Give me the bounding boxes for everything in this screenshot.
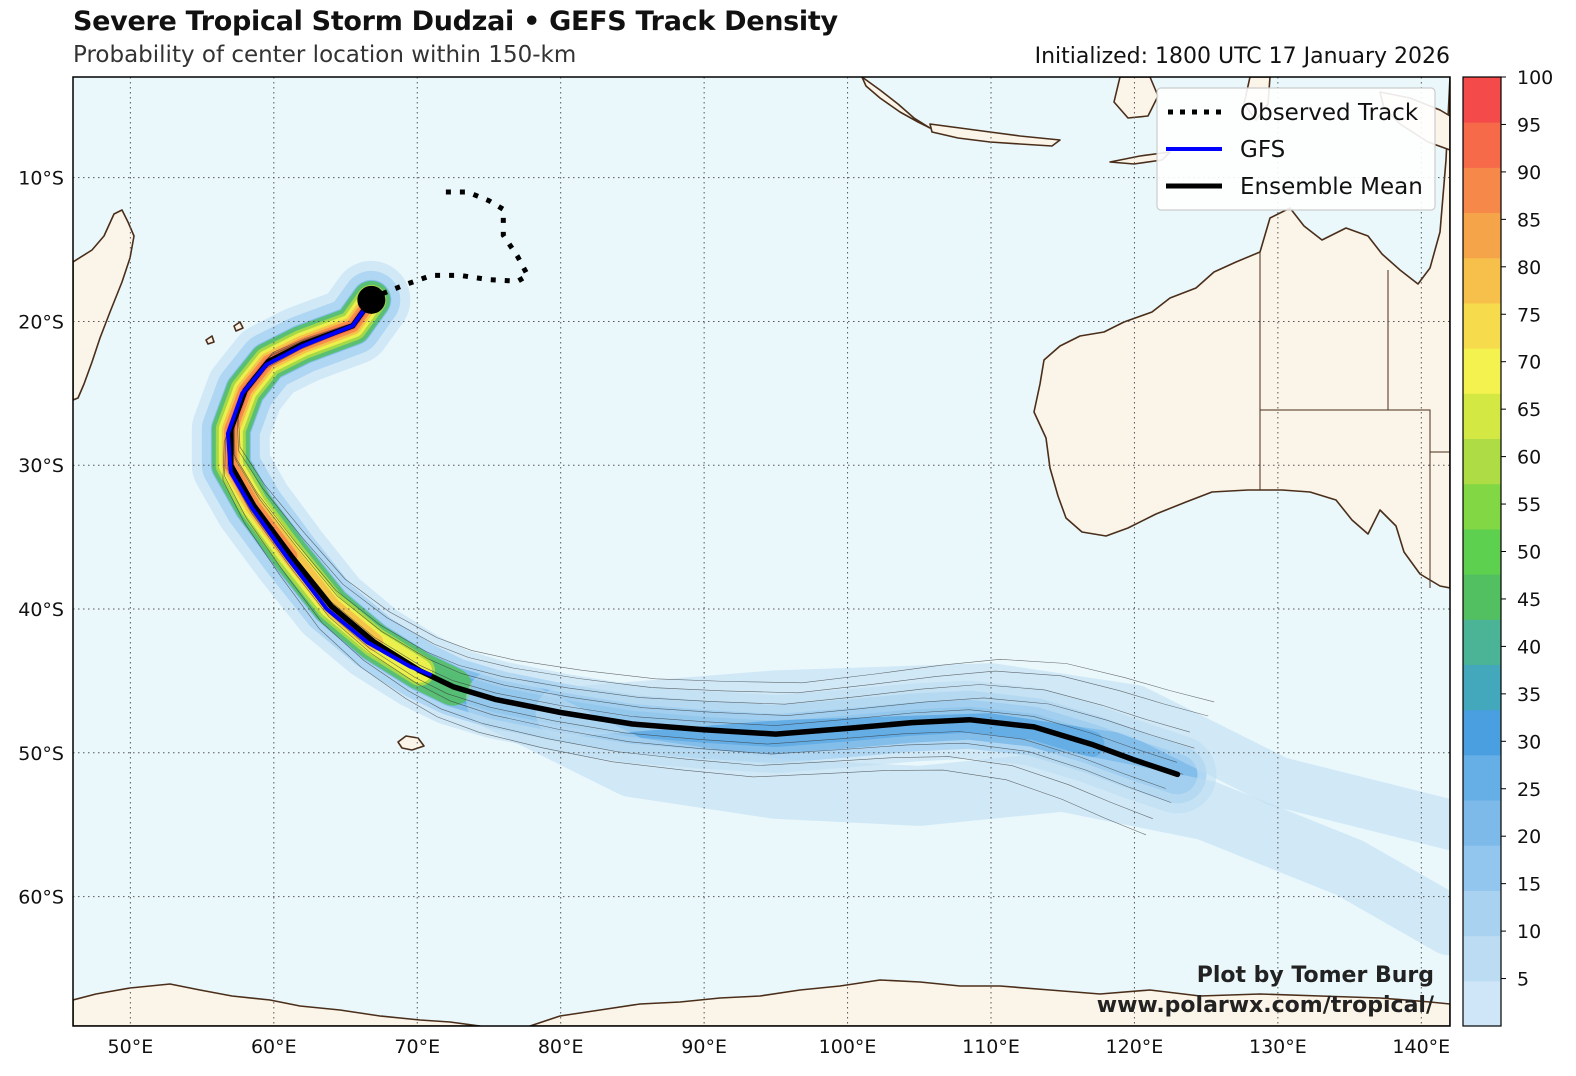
member-track — [233, 299, 1190, 733]
lat-tick-label: 30°S — [18, 455, 64, 477]
chart-title: Severe Tropical Storm Dudzai • GEFS Trac… — [73, 6, 838, 37]
legend-observed-label: Observed Track — [1240, 100, 1419, 126]
land-reunion — [205, 335, 215, 345]
lat-tick-label: 40°S — [18, 599, 64, 621]
colorbar-label: 60 — [1517, 447, 1541, 469]
colorbar-label: 55 — [1517, 494, 1541, 516]
colorbar-label: 85 — [1517, 209, 1541, 231]
lon-tick-label: 110°E — [962, 1036, 1020, 1058]
land-sumatra — [861, 77, 931, 129]
colorbar-label: 40 — [1517, 636, 1541, 658]
colorbar-label: 70 — [1517, 352, 1541, 374]
lon-tick-label: 60°E — [251, 1036, 297, 1058]
credit-author: Plot by Tomer Burg — [1197, 963, 1434, 988]
lon-tick-label: 50°E — [108, 1036, 154, 1058]
colorbar-label: 80 — [1517, 257, 1541, 279]
colorbar-segment — [1463, 348, 1501, 394]
colorbar-label: 25 — [1517, 779, 1541, 801]
density-band — [466, 669, 1450, 956]
colorbar-segment — [1463, 122, 1501, 168]
colorbar-segment — [1463, 709, 1501, 756]
land-kerguelen — [397, 735, 425, 751]
colorbar-label: 30 — [1517, 731, 1541, 753]
colorbar-label: 50 — [1517, 542, 1541, 564]
land-borneo — [1113, 77, 1159, 119]
colorbar-segment — [1463, 754, 1501, 801]
colorbar-segment — [1463, 302, 1501, 349]
colorbar-segment — [1463, 845, 1501, 891]
map-frame — [72, 76, 1451, 1027]
colorbar-label: 10 — [1517, 921, 1541, 943]
colorbar-label: 100 — [1517, 67, 1553, 89]
colorbar-segment — [1463, 664, 1501, 711]
chart-subtitle: Probability of center location within 15… — [73, 42, 577, 68]
latitude-ticks: 10°S 20°S 30°S 40°S 50°S 60°S — [18, 168, 64, 909]
lon-tick-label: 120°E — [1106, 1036, 1164, 1058]
observed-track-line — [373, 189, 532, 300]
land-java — [929, 123, 1061, 147]
colorbar-segment — [1463, 800, 1501, 846]
storm-position-marker — [357, 285, 386, 314]
colorbar-segment — [1463, 619, 1501, 665]
gfs-track-line — [225, 298, 433, 678]
land-antarctica — [73, 983, 481, 1026]
colorbar-label: 5 — [1517, 969, 1529, 991]
colorbar-label: 35 — [1517, 684, 1541, 706]
density-band — [535, 663, 1450, 850]
colorbar-segment — [1463, 935, 1501, 982]
member-track — [238, 299, 1215, 703]
legend: Observed Track GFS Ensemble Mean — [1156, 87, 1436, 211]
lon-tick-label: 140°E — [1392, 1036, 1450, 1058]
colorbar: 5 10 15 20 25 30 35 40 45 50 55 60 65 70 75 80 85 90 95 100 — [1462, 67, 1553, 1027]
colorbar-label: 65 — [1517, 399, 1541, 421]
land-madagascar — [73, 209, 135, 401]
lat-tick-label: 60°S — [18, 887, 64, 909]
colorbar-segment — [1463, 980, 1501, 1027]
gridlines — [73, 77, 1450, 1026]
lon-tick-label: 130°E — [1249, 1036, 1307, 1058]
colorbar-segment — [1463, 574, 1501, 620]
colorbar-segment — [1463, 890, 1501, 937]
colorbar-segment — [1463, 212, 1501, 259]
land-australia — [1033, 77, 1450, 589]
lon-tick-label: 70°E — [394, 1036, 440, 1058]
state-borders — [1259, 252, 1450, 588]
legend-gfs-label: GFS — [1240, 137, 1285, 163]
lon-tick-label: 100°E — [819, 1036, 877, 1058]
land-mauritius — [233, 321, 244, 332]
colorbar-segment — [1463, 167, 1501, 214]
init-time: Initialized: 1800 UTC 17 January 2026 — [1034, 44, 1450, 69]
colorbar-label: 15 — [1517, 874, 1541, 896]
legend-mean-label: Ensemble Mean — [1240, 174, 1423, 200]
lon-tick-label: 90°E — [681, 1036, 727, 1058]
longitude-ticks: 50°E 60°E 70°E 80°E 90°E 100°E 110°E 120°E 130°E… — [108, 1036, 1451, 1058]
colorbar-label: 20 — [1517, 826, 1541, 848]
lat-tick-label: 20°S — [18, 311, 64, 333]
land-antarctica-east — [529, 979, 1450, 1026]
lat-tick-label: 10°S — [18, 168, 64, 190]
lat-tick-label: 50°S — [18, 743, 64, 765]
colorbar-segment — [1463, 528, 1501, 575]
colorbar-segment — [1463, 77, 1501, 123]
colorbar-label: 90 — [1517, 162, 1541, 184]
colorbar-segment — [1463, 393, 1501, 440]
credit-url: www.polarwx.com/tropical/ — [1097, 993, 1435, 1018]
colorbar-segment — [1463, 483, 1501, 530]
colorbar-segment — [1463, 257, 1501, 304]
colorbar-label: 95 — [1517, 114, 1541, 136]
colorbar-label: 75 — [1517, 304, 1541, 326]
colorbar-segment — [1463, 438, 1501, 485]
map-plot-area — [73, 77, 1450, 1026]
colorbar-label: 45 — [1517, 589, 1541, 611]
lon-tick-label: 80°E — [538, 1036, 584, 1058]
